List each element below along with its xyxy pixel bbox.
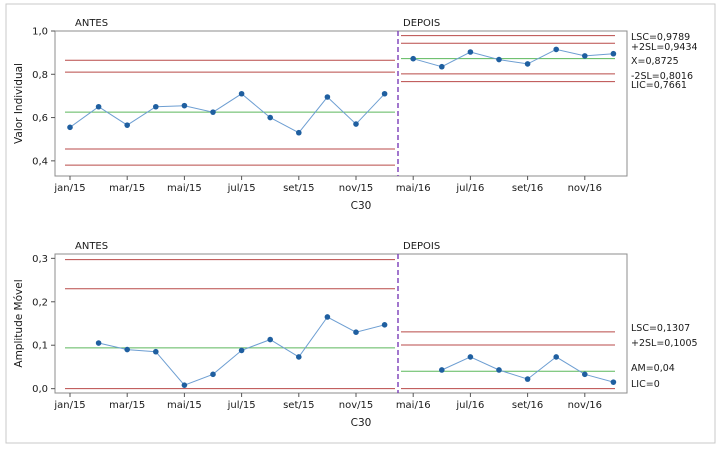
data-point <box>210 371 216 378</box>
x-tick-label: nov/15 <box>339 183 373 194</box>
data-point <box>553 46 559 53</box>
limit-annotation: +2SL=0,9434 <box>631 42 698 53</box>
limit-annotation: X=0,8725 <box>631 56 679 67</box>
x-tick-label: jul/15 <box>227 400 256 411</box>
x-tick-label: mai/16 <box>396 183 431 194</box>
y-axis-label: Amplitude Móvel <box>13 279 25 367</box>
x-tick-label: nov/15 <box>339 400 373 411</box>
data-point <box>467 354 474 360</box>
data-point <box>381 322 388 328</box>
y-tick-label: 0,6 <box>32 113 48 124</box>
data-point <box>410 55 417 62</box>
phase-label-depois: DEPOIS <box>403 241 440 252</box>
data-point <box>582 53 588 59</box>
x-tick-label: set/15 <box>283 183 314 194</box>
y-tick-label: 0,2 <box>32 297 48 308</box>
data-point <box>496 367 502 373</box>
x-tick-label: nov/16 <box>568 400 602 411</box>
x-tick-label: jul/16 <box>455 400 484 411</box>
x-tick-label: nov/16 <box>568 183 602 194</box>
data-point <box>67 124 73 131</box>
data-point <box>124 122 130 128</box>
data-point <box>153 348 159 355</box>
data-point <box>524 376 531 382</box>
data-point <box>267 114 274 121</box>
data-point <box>181 102 188 109</box>
data-point <box>524 61 531 67</box>
y-tick-label: 0,0 <box>32 384 48 395</box>
limit-annotation: -2SL=0,8016 <box>631 71 693 82</box>
limit-annotation: +2SL=0,1005 <box>631 338 698 349</box>
x-tick-label: set/16 <box>512 183 543 194</box>
data-point <box>296 354 302 360</box>
data-point <box>353 121 359 127</box>
data-point <box>210 109 216 115</box>
x-axis-label: C30 <box>351 200 372 212</box>
chart-panel-1: ANTES DEPOIS 0,4 0,6 0,8 1,0 jan/15 mar/15 mai/1… <box>13 18 698 212</box>
data-point <box>439 63 445 70</box>
x-tick-label: jul/15 <box>227 183 256 194</box>
phase-label-antes: ANTES <box>75 241 108 252</box>
data-point <box>610 50 617 57</box>
x-tick-label: jul/16 <box>455 183 484 194</box>
series-line-antes <box>69 93 385 134</box>
phase-label-antes: ANTES <box>75 18 108 29</box>
x-tick-label: set/15 <box>283 400 314 411</box>
data-point <box>238 90 245 97</box>
plot-area <box>54 253 628 394</box>
data-point <box>95 103 102 110</box>
data-point <box>353 329 359 335</box>
y-tick-label: 0,1 <box>32 341 48 352</box>
x-tick-label: mai/15 <box>167 183 202 194</box>
data-point <box>496 56 502 63</box>
limit-annotation: LSC=0,9789 <box>631 32 690 43</box>
data-point <box>324 314 331 320</box>
data-point <box>381 90 388 97</box>
data-point <box>181 382 188 388</box>
data-point <box>124 346 130 353</box>
x-tick-label: mar/15 <box>109 183 145 194</box>
x-tick-label: set/16 <box>512 400 543 411</box>
data-point <box>296 129 302 136</box>
data-point <box>95 340 102 346</box>
phase-label-depois: DEPOIS <box>403 18 440 29</box>
y-axis-label: Valor Individual <box>13 63 25 144</box>
x-tick-label: mai/16 <box>396 400 431 411</box>
y-tick-label: 0,4 <box>32 156 48 167</box>
data-point <box>467 49 474 55</box>
data-point <box>267 336 274 343</box>
x-tick-label: jan/15 <box>53 183 85 194</box>
series-line-depois <box>413 48 614 68</box>
data-point <box>324 94 331 100</box>
data-point <box>439 367 445 373</box>
data-point <box>582 371 588 378</box>
x-tick-label: jan/15 <box>53 400 85 411</box>
x-tick-label: mai/15 <box>167 400 202 411</box>
data-point <box>238 347 245 354</box>
data-point <box>553 354 559 360</box>
x-axis-label: C30 <box>351 417 372 429</box>
plot-area <box>54 30 628 177</box>
limit-annotation: LIC=0 <box>631 379 660 390</box>
limit-annotation: AM=0,04 <box>631 363 675 374</box>
y-tick-label: 0,3 <box>32 254 48 265</box>
y-tick-label: 0,8 <box>32 70 48 81</box>
x-tick-label: mar/15 <box>109 400 145 411</box>
chart-panel-2: ANTES DEPOIS 0,0 0,1 0,2 0,3 jan/15 mar/15 mai/1… <box>13 241 698 429</box>
data-point <box>610 379 617 385</box>
limit-annotation: LSC=0,1307 <box>631 323 690 334</box>
y-tick-label: 1,0 <box>32 27 48 38</box>
limit-annotation: LIC=0,7661 <box>631 80 687 91</box>
data-point <box>153 103 159 110</box>
